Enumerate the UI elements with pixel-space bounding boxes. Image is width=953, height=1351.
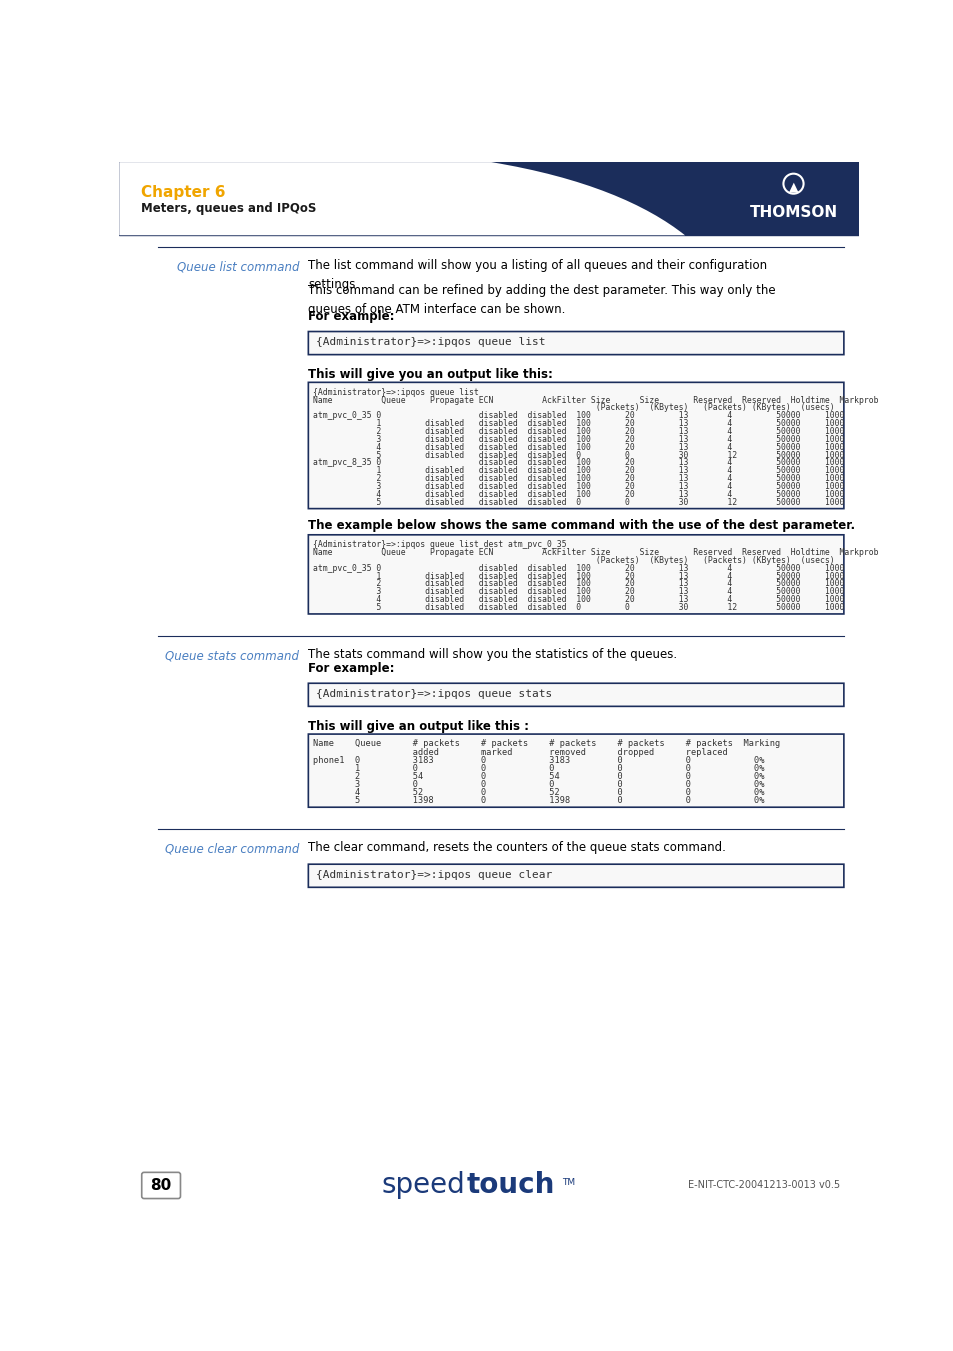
Text: 5          1398         0            1398         0            0            0%: 5 1398 0 1398 0 0 0% bbox=[313, 796, 763, 805]
Bar bbox=[119, 162, 858, 235]
Text: 4         disabled   disabled  disabled  100       20         13        4       : 4 disabled disabled disabled 100 20 13 4 bbox=[313, 443, 843, 451]
Text: {Administrator}=>:ipqos queue clear: {Administrator}=>:ipqos queue clear bbox=[315, 870, 552, 880]
FancyBboxPatch shape bbox=[308, 684, 843, 707]
Text: 4         disabled   disabled  disabled  100       20         13        4       : 4 disabled disabled disabled 100 20 13 4 bbox=[313, 596, 843, 604]
Text: TM: TM bbox=[562, 1178, 575, 1186]
Text: Queue clear command: Queue clear command bbox=[165, 843, 298, 855]
Text: 3         disabled   disabled  disabled  100       20         13        4       : 3 disabled disabled disabled 100 20 13 4 bbox=[313, 588, 843, 596]
FancyBboxPatch shape bbox=[308, 865, 843, 888]
FancyBboxPatch shape bbox=[308, 535, 843, 613]
Text: 5         disabled   disabled  disabled  0         0          30        12      : 5 disabled disabled disabled 0 0 30 12 bbox=[313, 451, 843, 459]
Text: (Packets)  (KBytes)   (Packets) (KBytes)  (usecs): (Packets) (KBytes) (Packets) (KBytes) (u… bbox=[313, 555, 834, 565]
Text: 2         disabled   disabled  disabled  100       20         13        4       : 2 disabled disabled disabled 100 20 13 4 bbox=[313, 580, 843, 589]
Text: atm_pvc_0_35 0                    disabled  disabled  100       20         13   : atm_pvc_0_35 0 disabled disabled 100 20 … bbox=[313, 563, 843, 573]
Text: 2          54           0            54           0            0            0%: 2 54 0 54 0 0 0% bbox=[313, 771, 763, 781]
Text: 4          52           0            52           0            0            0%: 4 52 0 52 0 0 0% bbox=[313, 788, 763, 797]
Text: Name          Queue     Propagate ECN          AckFilter Size      Size       Re: Name Queue Propagate ECN AckFilter Size … bbox=[313, 549, 878, 557]
FancyBboxPatch shape bbox=[308, 382, 843, 508]
Text: {Administrator}=>:ipqos queue list dest atm_pvc_0_35: {Administrator}=>:ipqos queue list dest … bbox=[313, 540, 566, 550]
Text: The stats command will show you the statistics of the queues.: The stats command will show you the stat… bbox=[308, 648, 677, 661]
Text: 1         disabled   disabled  disabled  100       20         13        4       : 1 disabled disabled disabled 100 20 13 4 bbox=[313, 419, 843, 428]
Text: Name    Queue      # packets    # packets    # packets    # packets    # packets: Name Queue # packets # packets # packets… bbox=[313, 739, 780, 748]
Text: For example:: For example: bbox=[308, 309, 395, 323]
Text: This command can be refined by adding the dest parameter. This way only the
queu: This command can be refined by adding th… bbox=[308, 284, 775, 316]
Text: 2         disabled   disabled  disabled  100       20         13        4       : 2 disabled disabled disabled 100 20 13 4 bbox=[313, 474, 843, 484]
Text: The list command will show you a listing of all queues and their configuration
s: The list command will show you a listing… bbox=[308, 259, 766, 290]
Text: 3          0            0            0            0            0            0%: 3 0 0 0 0 0 0% bbox=[313, 780, 763, 789]
Text: {Administrator}=>:ipqos queue list: {Administrator}=>:ipqos queue list bbox=[313, 388, 478, 397]
Text: 80: 80 bbox=[151, 1178, 172, 1193]
Text: Name          Queue     Propagate ECN          AckFilter Size      Size       Re: Name Queue Propagate ECN AckFilter Size … bbox=[313, 396, 878, 404]
Text: added        marked       removed      dropped      replaced: added marked removed dropped replaced bbox=[313, 747, 727, 757]
FancyBboxPatch shape bbox=[308, 331, 843, 354]
Text: phone1  0          3183         0            3183         0            0        : phone1 0 3183 0 3183 0 0 bbox=[313, 755, 763, 765]
Text: This will give you an output like this:: This will give you an output like this: bbox=[308, 369, 553, 381]
Text: atm_pvc_0_35 0                    disabled  disabled  100       20         13   : atm_pvc_0_35 0 disabled disabled 100 20 … bbox=[313, 411, 843, 420]
Text: For example:: For example: bbox=[308, 662, 395, 674]
Text: Queue stats command: Queue stats command bbox=[165, 650, 298, 662]
Text: 5         disabled   disabled  disabled  0         0          30        12      : 5 disabled disabled disabled 0 0 30 12 bbox=[313, 497, 843, 507]
Text: Queue list command: Queue list command bbox=[176, 261, 298, 274]
Text: 1         disabled   disabled  disabled  100       20         13        4       : 1 disabled disabled disabled 100 20 13 4 bbox=[313, 571, 843, 581]
Text: 5         disabled   disabled  disabled  0         0          30        12      : 5 disabled disabled disabled 0 0 30 12 bbox=[313, 603, 843, 612]
Text: Chapter 6: Chapter 6 bbox=[141, 185, 225, 200]
Text: 1         disabled   disabled  disabled  100       20         13        4       : 1 disabled disabled disabled 100 20 13 4 bbox=[313, 466, 843, 476]
Text: 3         disabled   disabled  disabled  100       20         13        4       : 3 disabled disabled disabled 100 20 13 4 bbox=[313, 435, 843, 444]
Text: THOMSON: THOMSON bbox=[749, 204, 837, 220]
Text: 3         disabled   disabled  disabled  100       20         13        4       : 3 disabled disabled disabled 100 20 13 4 bbox=[313, 482, 843, 490]
Text: touch: touch bbox=[466, 1171, 555, 1200]
PathPatch shape bbox=[119, 162, 684, 235]
Text: This will give an output like this :: This will give an output like this : bbox=[308, 720, 529, 734]
Text: atm_pvc_8_35 0                    disabled  disabled  100       20         13   : atm_pvc_8_35 0 disabled disabled 100 20 … bbox=[313, 458, 843, 467]
Text: {Administrator}=>:ipqos queue list: {Administrator}=>:ipqos queue list bbox=[315, 338, 545, 347]
FancyBboxPatch shape bbox=[308, 734, 843, 808]
Text: {Administrator}=>:ipqos queue stats: {Administrator}=>:ipqos queue stats bbox=[315, 689, 552, 698]
Text: The example below shows the same command with the use of the dest parameter.: The example below shows the same command… bbox=[308, 519, 855, 532]
Text: (Packets)  (KBytes)   (Packets) (KBytes)  (usecs): (Packets) (KBytes) (Packets) (KBytes) (u… bbox=[313, 404, 834, 412]
Text: E-NIT-CTC-20041213-0013 v0.5: E-NIT-CTC-20041213-0013 v0.5 bbox=[687, 1181, 840, 1190]
Text: Meters, queues and IPQoS: Meters, queues and IPQoS bbox=[141, 203, 316, 215]
FancyBboxPatch shape bbox=[142, 1173, 180, 1198]
Text: The clear command, resets the counters of the queue stats command.: The clear command, resets the counters o… bbox=[308, 842, 725, 854]
Text: ▲: ▲ bbox=[788, 180, 798, 193]
Text: 1          0            0            0            0            0            0%: 1 0 0 0 0 0 0% bbox=[313, 763, 763, 773]
Text: 2         disabled   disabled  disabled  100       20         13        4       : 2 disabled disabled disabled 100 20 13 4 bbox=[313, 427, 843, 436]
Text: 4         disabled   disabled  disabled  100       20         13        4       : 4 disabled disabled disabled 100 20 13 4 bbox=[313, 490, 843, 499]
Text: speed: speed bbox=[381, 1171, 464, 1200]
